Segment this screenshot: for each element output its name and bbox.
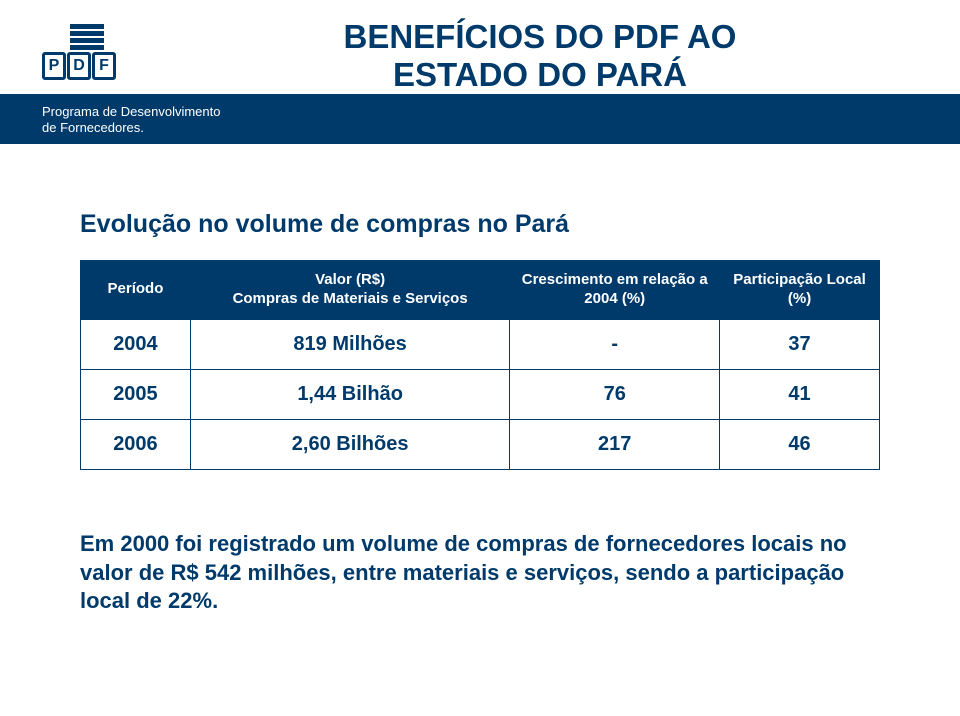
logo-mark: P D F xyxy=(42,22,130,84)
table-row: 2005 1,44 Bilhão 76 41 xyxy=(81,369,880,419)
table-row: 2006 2,60 Bilhões 217 46 xyxy=(81,419,880,469)
table-body: 2004 819 Milhões - 37 2005 1,44 Bilhão 7… xyxy=(81,319,880,469)
header-valor-line1: Valor (R$) xyxy=(197,271,503,290)
col-header-crescimento: Crescimento em relação a 2004 (%) xyxy=(510,261,720,320)
col-header-valor: Valor (R$) Compras de Materiais e Serviç… xyxy=(190,261,509,320)
cell-valor: 1,44 Bilhão xyxy=(190,369,509,419)
cell-crescimento: 217 xyxy=(510,419,720,469)
cell-periodo: 2004 xyxy=(81,319,191,369)
cell-crescimento: - xyxy=(510,319,720,369)
logo-letter: F xyxy=(92,52,116,80)
logo-letters: P D F xyxy=(42,52,116,80)
logo-stripes-icon xyxy=(70,24,104,50)
col-header-periodo: Período xyxy=(81,261,191,320)
title-line: ESTADO DO PARÁ xyxy=(260,56,820,94)
table-row: 2004 819 Milhões - 37 xyxy=(81,319,880,369)
table-header-row: Período Valor (R$) Compras de Materiais … xyxy=(81,261,880,320)
cell-participacao: 37 xyxy=(720,319,880,369)
logo-letter: D xyxy=(67,52,91,80)
cell-crescimento: 76 xyxy=(510,369,720,419)
cell-periodo: 2005 xyxy=(81,369,191,419)
header-valor-line2: Compras de Materiais e Serviços xyxy=(197,290,503,309)
logo-letter: P xyxy=(42,52,66,80)
cell-participacao: 41 xyxy=(720,369,880,419)
logo-tagline: Programa de Desenvolvimento de Fornecedo… xyxy=(42,104,220,137)
tagline-line: Programa de Desenvolvimento xyxy=(42,104,220,120)
cell-periodo: 2006 xyxy=(81,419,191,469)
col-header-participacao: Participação Local (%) xyxy=(720,261,880,320)
logo: P D F xyxy=(42,22,130,84)
data-table: Período Valor (R$) Compras de Materiais … xyxy=(80,260,880,470)
footnote: Em 2000 foi registrado um volume de comp… xyxy=(80,530,880,616)
tagline-line: de Fornecedores. xyxy=(42,120,220,136)
cell-participacao: 46 xyxy=(720,419,880,469)
page-title: BENEFÍCIOS DO PDF AO ESTADO DO PARÁ xyxy=(260,18,820,94)
title-line: BENEFÍCIOS DO PDF AO xyxy=(260,18,820,56)
cell-valor: 2,60 Bilhões xyxy=(190,419,509,469)
cell-valor: 819 Milhões xyxy=(190,319,509,369)
subtitle: Evolução no volume de compras no Pará xyxy=(80,210,569,239)
